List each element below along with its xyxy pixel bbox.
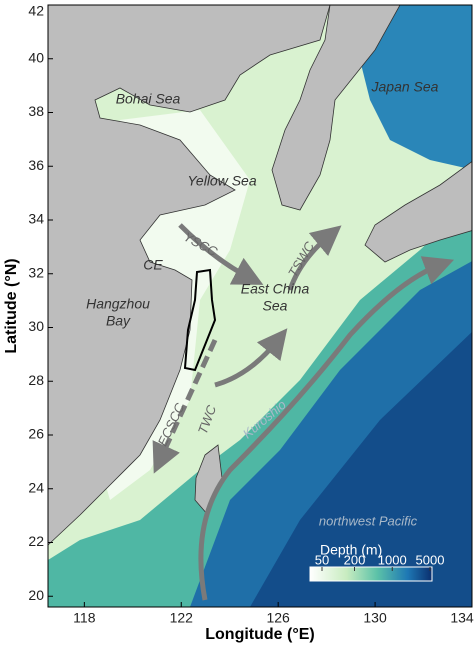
- currents: [152, 223, 455, 601]
- y-tick-label: 22: [28, 533, 44, 549]
- place-label: Bohai Sea: [116, 91, 181, 107]
- current-label: northwest Pacific: [319, 513, 418, 528]
- y-tick-label: 32: [28, 264, 44, 280]
- place-label: Bay: [106, 313, 131, 329]
- kuroshio-arrow: [198, 256, 455, 601]
- x-tick-label: 122: [170, 610, 194, 626]
- colorbar-tick-label: 5000: [416, 552, 445, 567]
- colorbar-label: Depth (m): [320, 542, 382, 558]
- place-label: Sea: [263, 298, 288, 314]
- abyssal-water: [250, 331, 472, 607]
- japan: [364, 160, 472, 263]
- colorbar-tick-label: 1000: [378, 552, 407, 567]
- colorbar-tick-label: 200: [344, 552, 366, 567]
- y-tick-label: 28: [28, 372, 44, 388]
- y-axis-title: Latitude (°N): [3, 258, 20, 353]
- x-tick-label: 134: [450, 610, 474, 626]
- x-tick-label: 130: [363, 610, 387, 626]
- yscc-arrow: [178, 223, 264, 285]
- colorbar-tick-label: 50: [315, 552, 329, 567]
- study-area: [183, 268, 217, 372]
- y-tick-label: 26: [28, 426, 44, 442]
- x-axis-title: Longitude (°E): [205, 626, 314, 643]
- place-label: CE: [143, 257, 163, 273]
- y-tick-label: 20: [28, 587, 44, 603]
- tswc-arrow: [287, 225, 342, 291]
- x-tick-label: 126: [266, 610, 290, 626]
- korea: [271, 5, 401, 211]
- china-mainland: [48, 5, 331, 546]
- y-tick-label: 40: [28, 49, 44, 65]
- plot-frame: [47, 4, 473, 608]
- y-tick-label: 36: [28, 157, 44, 173]
- x-tick-label: 118: [73, 610, 96, 626]
- y-tick-label: 42: [28, 3, 44, 19]
- place-label: East China: [241, 281, 310, 297]
- ecscc-arrow: [152, 338, 218, 474]
- y-tick-label: 30: [28, 318, 44, 334]
- y-tick-label: 24: [28, 479, 44, 495]
- japan-sea: [360, 5, 472, 170]
- y-tick-label: 38: [28, 103, 44, 119]
- y-tick-label: 34: [28, 211, 44, 227]
- place-label: Yellow Sea: [187, 173, 256, 189]
- twc-arrow: [214, 328, 288, 388]
- place-label: Japan Sea: [371, 79, 439, 95]
- colorbar: [309, 566, 433, 582]
- place-label: Hangzhou: [86, 296, 150, 312]
- map-body: [48, 5, 472, 607]
